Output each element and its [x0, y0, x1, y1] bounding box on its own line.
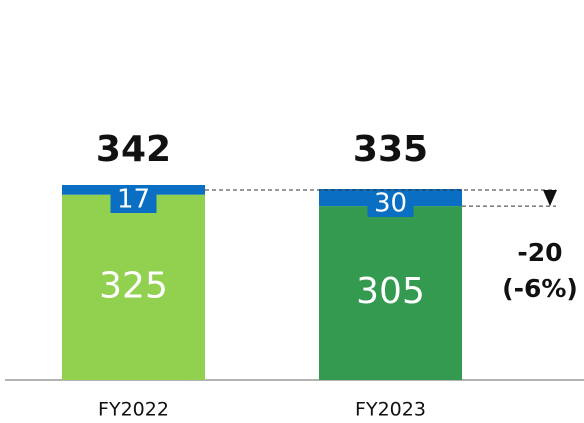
- data-label: 305: [356, 271, 425, 312]
- total-label: 335: [353, 129, 428, 170]
- total-label: 342: [96, 129, 171, 170]
- bar-segment: [62, 194, 205, 380]
- annotation: -20: [517, 238, 562, 267]
- x-tick-label: FY2022: [98, 399, 169, 421]
- label-box: [110, 185, 157, 213]
- annotation: (-6%): [502, 274, 578, 303]
- data-label: 30: [374, 188, 407, 218]
- data-label: 325: [99, 265, 168, 306]
- x-tick-label: FY2023: [355, 399, 426, 421]
- data-label: 17: [117, 185, 150, 215]
- bar-segment: [319, 206, 462, 380]
- arrow: [543, 190, 557, 207]
- label-box: [367, 188, 414, 217]
